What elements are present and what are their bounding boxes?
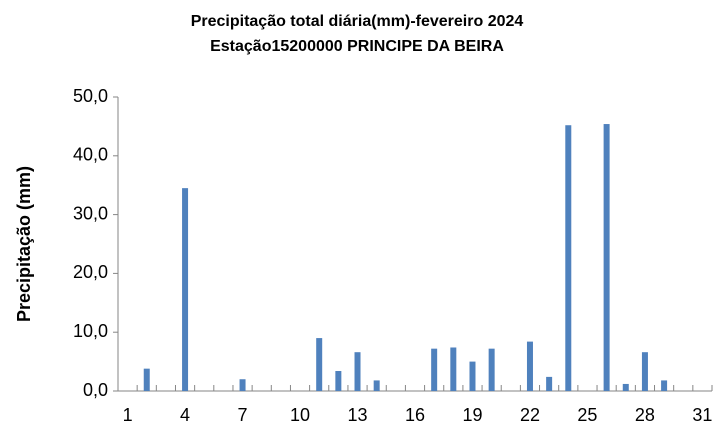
y-tick-label: 30,0 bbox=[73, 203, 108, 223]
bar bbox=[622, 383, 629, 391]
y-axis-label: Precipitação (mm) bbox=[14, 166, 34, 322]
bar bbox=[488, 348, 495, 391]
bar bbox=[641, 352, 648, 391]
x-tick-label: 1 bbox=[123, 405, 133, 425]
bar bbox=[469, 361, 476, 391]
y-tick-label: 40,0 bbox=[73, 145, 108, 165]
bar bbox=[565, 125, 572, 391]
bar bbox=[354, 352, 361, 391]
bar bbox=[239, 379, 246, 391]
chart-title: Precipitação total diária(mm)-fevereiro … bbox=[191, 13, 524, 30]
bar bbox=[182, 188, 189, 391]
bar bbox=[661, 380, 668, 391]
x-tick-label: 7 bbox=[238, 405, 248, 425]
bar bbox=[546, 376, 553, 391]
y-tick-label: 0,0 bbox=[83, 380, 108, 400]
x-tick-label: 31 bbox=[692, 405, 712, 425]
bar bbox=[603, 124, 610, 391]
bar bbox=[335, 371, 342, 391]
x-tick-label: 13 bbox=[348, 405, 368, 425]
bar bbox=[373, 380, 380, 391]
x-tick-label: 19 bbox=[462, 405, 482, 425]
y-tick-label: 20,0 bbox=[73, 262, 108, 282]
bar bbox=[431, 348, 438, 391]
x-tick-label: 16 bbox=[405, 405, 425, 425]
x-tick-label: 25 bbox=[577, 405, 597, 425]
x-tick-label: 22 bbox=[520, 405, 540, 425]
chart-subtitle: Estação15200000 PRINCIPE DA BEIRA bbox=[210, 38, 504, 55]
bar bbox=[316, 338, 323, 391]
x-tick-label: 4 bbox=[180, 405, 190, 425]
x-tick-label: 28 bbox=[635, 405, 655, 425]
bar bbox=[526, 341, 533, 391]
bar bbox=[450, 347, 457, 391]
bar bbox=[143, 368, 150, 391]
y-tick-label: 10,0 bbox=[73, 321, 108, 341]
x-tick-label: 10 bbox=[290, 405, 310, 425]
y-tick-label: 50,0 bbox=[73, 86, 108, 106]
